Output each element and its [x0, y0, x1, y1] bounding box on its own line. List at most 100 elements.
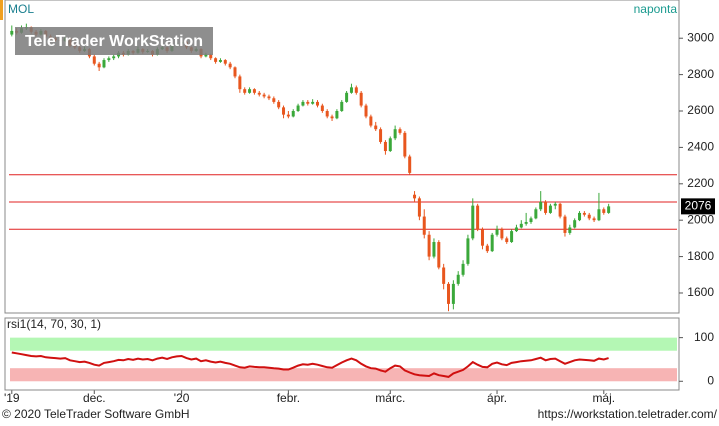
candle-body	[573, 220, 577, 228]
panel-frame	[4, 0, 680, 314]
candle-body	[602, 209, 606, 213]
y-tick-label: 3000	[687, 30, 714, 44]
last-price-box	[681, 198, 715, 215]
candle-body	[524, 222, 528, 224]
candle-body	[107, 58, 111, 61]
last-price: 2076	[685, 199, 712, 213]
copyright: © 2020 TeleTrader Software GmbH	[2, 407, 190, 421]
x-tick-label: '19	[4, 391, 20, 405]
rsi-line	[11, 351, 609, 378]
candle-body	[442, 267, 446, 284]
y-tick-label: 2200	[687, 176, 714, 190]
candle-body	[325, 111, 329, 117]
candle-body	[335, 111, 339, 119]
candle-body	[505, 238, 509, 243]
candle-body	[262, 94, 266, 97]
x-tick-label: máj.	[592, 391, 615, 405]
candle-body	[10, 30, 14, 35]
candle-body	[214, 58, 218, 62]
candle-body	[568, 227, 572, 233]
candle-body	[233, 67, 237, 77]
candle-body	[582, 212, 586, 215]
candle-body	[379, 129, 383, 142]
symbol: MOL	[8, 2, 34, 16]
y-tick-label: 2000	[687, 212, 714, 226]
candle-body	[393, 129, 397, 139]
symbol-marker	[0, 0, 3, 20]
y-tick-label: 2400	[687, 140, 714, 154]
candle-body	[257, 92, 261, 95]
x-tick-label: márc.	[375, 391, 405, 405]
candle-body	[485, 245, 489, 252]
candle-body	[471, 205, 475, 239]
indicator-title: rsi1(14, 70, 30, 1)	[7, 317, 101, 331]
candle-body	[413, 194, 417, 199]
candle-body	[578, 212, 582, 221]
candle-body	[558, 203, 562, 217]
interval: naponta	[634, 2, 678, 16]
candle-body	[490, 234, 494, 252]
candle-body	[461, 263, 465, 275]
threshold-band	[10, 337, 677, 351]
candle-body	[432, 242, 436, 257]
candle-body	[534, 209, 538, 219]
candle-body	[359, 92, 363, 106]
candle-body	[398, 129, 402, 133]
candle-body	[495, 229, 499, 235]
x-tick-label: febr.	[277, 391, 300, 405]
candle-body	[272, 98, 276, 102]
candle-body	[383, 141, 387, 152]
candle-body	[592, 218, 596, 221]
candle-body	[456, 274, 460, 284]
candle-body	[539, 201, 543, 210]
candle-body	[291, 111, 295, 117]
candle-body	[476, 205, 480, 230]
candle-body	[607, 206, 611, 213]
candle-body	[403, 132, 407, 157]
candle-body	[315, 101, 319, 106]
candle-body	[548, 205, 552, 213]
candle-body	[480, 229, 484, 246]
candle-body	[320, 105, 324, 112]
candle-body	[466, 238, 470, 264]
candle-body	[408, 156, 412, 173]
candle-body	[597, 209, 601, 221]
y-tick-label: 2600	[687, 103, 714, 117]
candle-body	[277, 101, 281, 108]
candle-body	[553, 203, 557, 206]
candle-body	[427, 234, 431, 257]
candle-body	[112, 56, 116, 59]
candle-body	[374, 125, 378, 130]
candle-body	[209, 54, 213, 59]
candle-body	[330, 116, 334, 119]
x-tick-label: dec.	[83, 391, 106, 405]
candle-body	[519, 223, 523, 228]
panel-frame	[4, 317, 680, 391]
candle-body	[282, 107, 286, 115]
candle-body	[437, 242, 441, 268]
candle-body	[354, 87, 358, 93]
candle-body	[587, 214, 591, 219]
candle-body	[223, 60, 227, 64]
candle-body	[544, 201, 548, 213]
candle-body	[286, 114, 290, 117]
candle-body	[369, 116, 373, 126]
candle-body	[349, 87, 353, 93]
candle-body	[248, 89, 252, 93]
y-tick-label: 100	[694, 330, 714, 344]
candle-body	[451, 283, 455, 304]
x-tick-label: '20	[174, 391, 190, 405]
candle-body	[345, 92, 349, 102]
watermark-box	[15, 27, 213, 55]
candle-body	[447, 283, 451, 304]
candle-body	[417, 198, 421, 217]
candle-body	[296, 105, 300, 112]
candle-body	[218, 60, 222, 62]
candle-body	[267, 96, 271, 99]
candle-body	[252, 89, 256, 93]
x-tick-label: ápr.	[487, 391, 507, 405]
candle-body	[388, 138, 392, 152]
y-tick-label: 1800	[687, 249, 714, 263]
